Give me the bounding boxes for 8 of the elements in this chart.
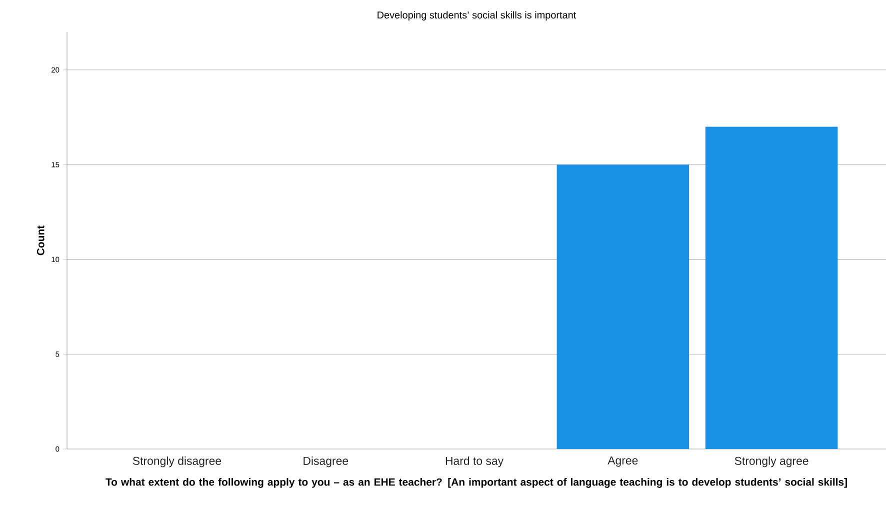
- x-tick-label: Strongly disagree: [132, 456, 222, 468]
- y-axis-title: Count: [36, 226, 44, 256]
- x-tick-label: Disagree: [304, 456, 348, 468]
- x-tick-label: Agree: [608, 456, 638, 467]
- x-tick-label: Hard to say: [446, 456, 504, 468]
- chart-title: Developing students’ social skills is important: [378, 11, 576, 20]
- x-axis-title: To what extent do the following apply to you – as an EHE teacher? [An important aspect of language teaching is to develop students’ social skills]: [106, 478, 847, 488]
- x-tick-label: Strongly agree: [734, 456, 808, 468]
